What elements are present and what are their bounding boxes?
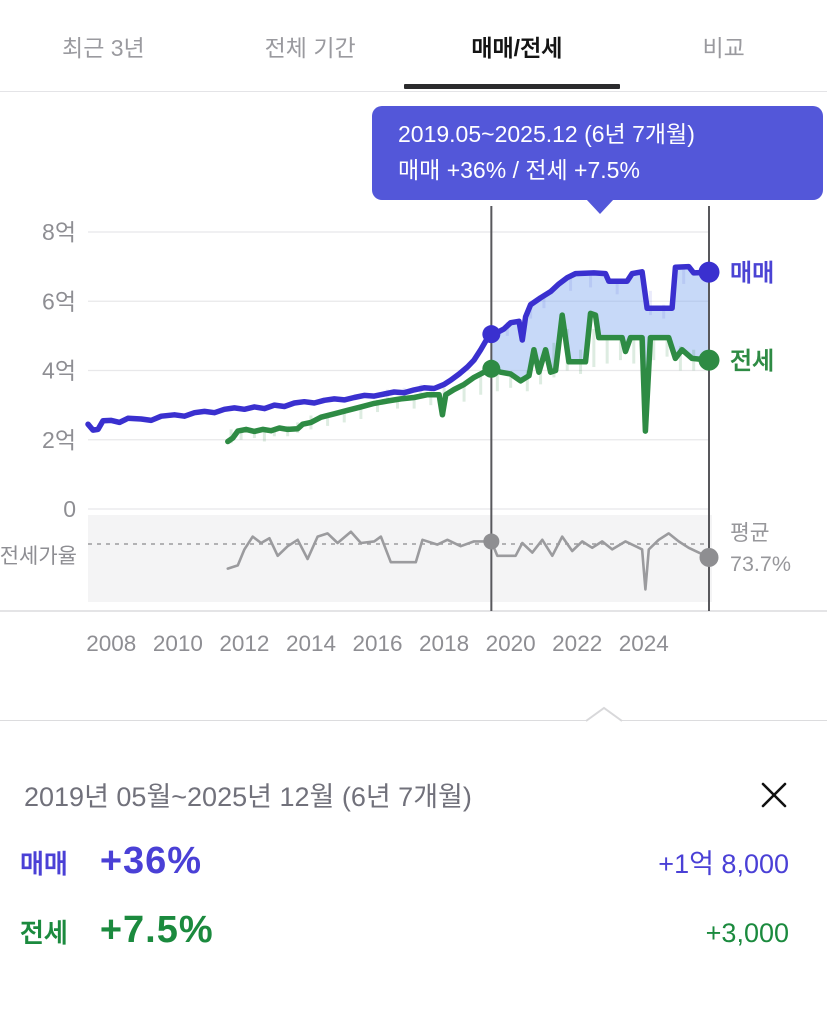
summary-period-title: 2019년 05월~2025년 12월 (6년 7개월) <box>24 782 472 812</box>
period-tabbar: 최근 3년 전체 기간 매매/전세 비교 <box>0 0 827 92</box>
sale-start-dot[interactable] <box>482 325 501 344</box>
sale-series-label: 매매 <box>730 260 774 287</box>
x-tick-label: 2020 <box>486 631 536 656</box>
tooltip-period: 2019.05~2025.12 (6년 7개월) <box>398 121 695 147</box>
x-tick-label: 2016 <box>353 631 403 656</box>
x-tick-label: 2010 <box>153 631 203 656</box>
ratio-average-label: 평균 <box>730 521 770 545</box>
tab-recent-3y[interactable]: 최근 3년 <box>62 34 145 61</box>
ratio-start-dot[interactable] <box>483 533 500 550</box>
ratio-average-value: 73.7% <box>730 552 791 576</box>
panel-caret-icon <box>585 706 623 722</box>
jeonse-end-dot[interactable] <box>698 349 720 371</box>
y-tick-label: 8억 <box>42 219 76 245</box>
ratio-subchart-bg <box>88 515 712 602</box>
range-tooltip: 2019.05~2025.12 (6년 7개월) 매매 +36% / 전세 +7… <box>372 106 823 214</box>
jeonse-stat-row: 전세 +7.5% +3,000 <box>0 909 827 952</box>
y-tick-label: 6억 <box>42 288 76 314</box>
sale-change-percent: +36% <box>99 840 203 882</box>
tab-sale-jeonse[interactable]: 매매/전세 <box>471 34 563 61</box>
close-icon <box>761 782 787 807</box>
jeonse-series-label: 전세 <box>730 348 774 375</box>
ratio-end-dot[interactable] <box>699 547 719 567</box>
sale-line <box>85 263 712 433</box>
sale-end-dot[interactable] <box>698 261 720 283</box>
x-tick-label: 2012 <box>219 631 269 656</box>
x-tick-label: 2022 <box>552 631 602 656</box>
y-tick-label: 4억 <box>42 358 76 384</box>
y-tick-label: 2억 <box>42 427 76 453</box>
jeonse-change-amount: +3,000 <box>705 918 789 948</box>
jeonse-label: 전세 <box>20 918 68 948</box>
sale-change-amount: +1억 8,000 <box>658 849 789 879</box>
x-tick-label: 2018 <box>419 631 469 656</box>
sale-stat-row: 매매 +36% +1억 8,000 <box>0 840 827 883</box>
ratio-axis-label: 전세가율 <box>0 545 77 568</box>
x-tick-label: 2014 <box>286 631 336 656</box>
jeonse-start-dot[interactable] <box>482 359 501 378</box>
tab-compare[interactable]: 비교 <box>702 34 745 61</box>
summary-panel: 2019년 05월~2025년 12월 (6년 7개월) 매매 +36% +1억… <box>0 706 827 1012</box>
tab-all-period[interactable]: 전체 기간 <box>264 34 356 61</box>
sale-label: 매매 <box>20 849 68 879</box>
close-button[interactable] <box>757 778 791 812</box>
ratio-line <box>226 530 711 591</box>
y-tick-label: 0 <box>63 496 76 522</box>
x-tick-label: 2024 <box>619 631 669 656</box>
tooltip-change: 매매 +36% / 전세 +7.5% <box>398 157 640 183</box>
selection-fill-area <box>491 266 709 432</box>
active-tab-underline <box>404 84 620 89</box>
jeonse-change-percent: +7.5% <box>99 909 214 951</box>
x-tick-label: 2008 <box>86 631 136 656</box>
